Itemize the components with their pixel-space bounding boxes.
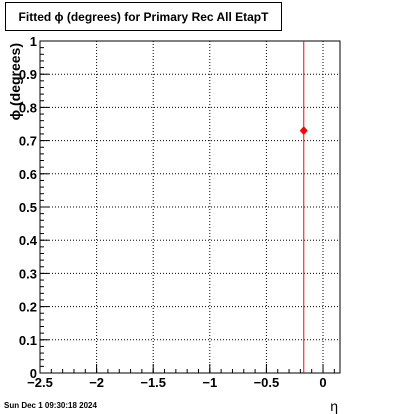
y-axis-label: ϕ (degrees) bbox=[7, 43, 23, 120]
y-tick-label: 0.2 bbox=[19, 300, 37, 315]
x-tick-label: −1 bbox=[202, 375, 217, 390]
y-axis: 0 0.1 0.2 0.3 0.4 0.5 0.6 0.7 0.8 0.9 1 bbox=[19, 34, 49, 381]
x-tick-label: −1.5 bbox=[140, 375, 166, 390]
grid-lines bbox=[40, 41, 340, 373]
y-tick-label: 0.4 bbox=[19, 233, 38, 248]
data-point bbox=[299, 126, 308, 136]
y-tick-label: 1 bbox=[30, 34, 37, 49]
y-tick-label: 0.1 bbox=[19, 333, 37, 348]
y-tick-label: 0.3 bbox=[19, 266, 37, 281]
x-tick-label: −0.5 bbox=[254, 375, 280, 390]
x-axis: −2.5 −2 −1.5 −1 −0.5 0 bbox=[27, 364, 335, 390]
x-tick-label: −2.5 bbox=[27, 375, 53, 390]
timestamp: Sun Dec 1 09:30:18 2024 bbox=[4, 401, 97, 410]
data-marks bbox=[299, 41, 308, 373]
y-tick-label: 0.8 bbox=[19, 100, 37, 115]
x-tick-label: 0 bbox=[319, 375, 326, 390]
y-tick-label: 0.6 bbox=[19, 167, 37, 182]
y-tick-label: 0 bbox=[30, 366, 37, 381]
y-tick-label: 0.9 bbox=[19, 67, 37, 82]
x-axis-label: η bbox=[330, 398, 338, 414]
x-tick-label: −2 bbox=[89, 375, 104, 390]
chart-title: Fitted ϕ (degrees) for Primary Rec All E… bbox=[5, 2, 282, 31]
y-tick-label: 0.5 bbox=[19, 200, 37, 215]
y-tick-label: 0.7 bbox=[19, 134, 37, 149]
